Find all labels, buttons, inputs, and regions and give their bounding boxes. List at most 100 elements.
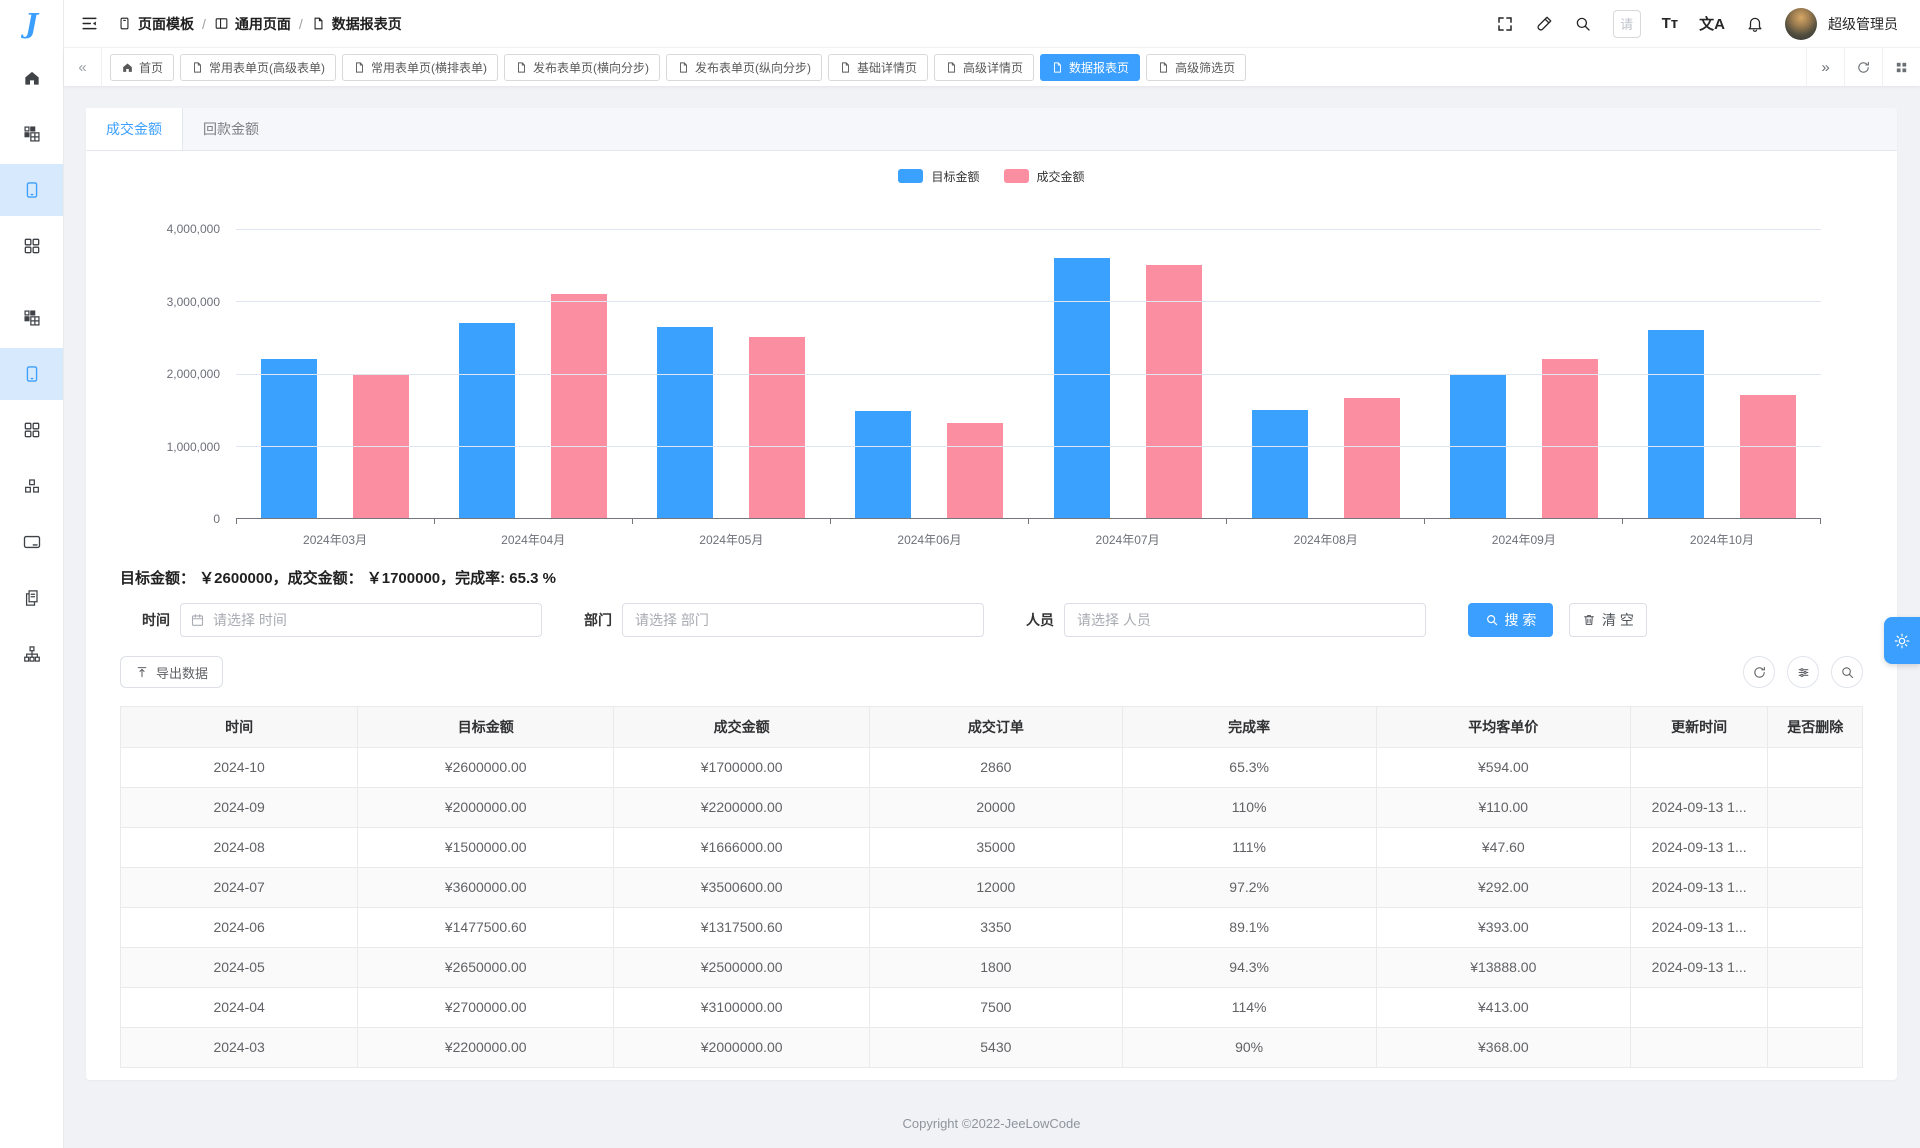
collapse-menu-icon[interactable]	[80, 14, 99, 33]
doc-icon	[839, 61, 852, 74]
time-field	[180, 603, 542, 637]
sidebar-item[interactable]	[0, 516, 63, 568]
tabs-scroll-left-icon[interactable]: «	[64, 48, 102, 86]
bar-chart: 4,000,000 3,000,000 2,000,000 1,000,000 0 20…	[167, 191, 1821, 547]
table-cell	[1767, 867, 1862, 908]
font-size-icon[interactable]: Tт	[1661, 15, 1679, 32]
table-cell: ¥3500600.00	[613, 867, 871, 908]
theme-brush-icon[interactable]	[1535, 15, 1553, 33]
table-header-cell: 目标金额	[357, 707, 615, 748]
page-tab-label: 高级筛选页	[1175, 60, 1236, 75]
apps-icon	[22, 420, 42, 440]
page-tab[interactable]: 首页	[110, 53, 175, 81]
header-actions: 请 Tт 文A 超级管理员	[1496, 7, 1898, 40]
sidebar-item[interactable]	[0, 572, 63, 624]
tab-deal-amount[interactable]: 成交金额	[86, 108, 183, 150]
legend-item[interactable]: 目标金额	[898, 167, 980, 185]
tab-payment-amount[interactable]: 回款金额	[203, 121, 259, 137]
sidebar-item[interactable]	[0, 348, 63, 400]
doc-icon	[191, 61, 204, 74]
time-input[interactable]	[180, 603, 542, 637]
bar-目标金额	[657, 326, 714, 518]
x-tick-label: 2024年07月	[1095, 533, 1160, 547]
person-input[interactable]	[1064, 603, 1426, 637]
doc-icon	[1157, 61, 1170, 74]
tabs-refresh-icon[interactable]	[1844, 48, 1882, 86]
table-cell: ¥292.00	[1376, 867, 1631, 908]
sidebar-item[interactable]	[0, 164, 63, 216]
bar-成交金额	[1145, 265, 1202, 518]
table-cell: 1800	[869, 947, 1123, 988]
sidebar-item[interactable]	[0, 220, 63, 272]
layout-icon	[214, 16, 229, 31]
table-cell	[1630, 1027, 1769, 1067]
table-cell: ¥368.00	[1376, 1027, 1631, 1067]
table-zoom-icon[interactable]	[1831, 656, 1863, 688]
table-columns-settings-icon[interactable]	[1787, 656, 1819, 688]
sidebar-item[interactable]	[0, 108, 63, 160]
page-tab[interactable]: 高级详情页	[934, 53, 1035, 81]
page-tab[interactable]: 常用表单页(横排表单)	[342, 53, 499, 81]
page-tab[interactable]: 发布表单页(横向分步)	[504, 53, 661, 81]
tabs-scroll-right-icon[interactable]: »	[1806, 48, 1844, 86]
table-cell: ¥2600000.00	[357, 747, 615, 788]
table-header-cell: 平均客单价	[1376, 707, 1631, 748]
breadcrumb-item-pages[interactable]: 通用页面	[214, 14, 291, 34]
table-cell: ¥594.00	[1376, 747, 1631, 788]
x-axis-ticks	[236, 519, 1821, 524]
watermark-toggle[interactable]: 请	[1612, 9, 1641, 38]
translate-icon[interactable]: 文A	[1699, 16, 1725, 33]
table-cell: 2024-08	[121, 827, 359, 868]
table-cell: 2024-10	[121, 747, 359, 788]
search-icon[interactable]	[1574, 15, 1592, 33]
y-tick-label: 3,000,000	[166, 294, 220, 309]
doc-icon	[311, 16, 326, 31]
sidebar: J	[0, 0, 64, 1148]
legend-label: 目标金额	[931, 169, 980, 184]
clear-button[interactable]: 清 空	[1569, 603, 1647, 637]
bar-成交金额	[1343, 397, 1400, 518]
table-cell: 111%	[1122, 827, 1377, 868]
x-tick-label: 2024年06月	[897, 533, 962, 547]
page-tab[interactable]: 常用表单页(高级表单)	[180, 53, 337, 81]
tabs-options-grid-icon[interactable]	[1882, 48, 1920, 86]
page-tab[interactable]: 基础详情页	[828, 53, 929, 81]
calendar-icon	[190, 613, 205, 628]
page-tab[interactable]: 数据报表页	[1040, 53, 1141, 81]
notifications-bell-icon[interactable]	[1746, 15, 1764, 33]
search-button[interactable]: 搜 索	[1468, 603, 1553, 637]
sidebar-item[interactable]	[0, 628, 63, 680]
app-logo[interactable]: J	[25, 8, 38, 40]
breadcrumb-item-current[interactable]: 数据报表页	[311, 14, 402, 34]
table-row: 2024-09 ¥2000000.00 ¥2200000.00 20000 110% ¥1…	[121, 787, 1862, 828]
table-cell: 3350	[869, 907, 1123, 948]
breadcrumb-item-template[interactable]: 页面模板	[117, 14, 194, 34]
fullscreen-icon[interactable]	[1496, 15, 1514, 33]
page-tab[interactable]: 高级筛选页	[1146, 53, 1247, 81]
department-label: 部门	[584, 612, 612, 628]
sidebar-item[interactable]	[0, 52, 63, 104]
table-cell: ¥3600000.00	[357, 867, 615, 908]
page-tab-label: 基础详情页	[857, 60, 918, 75]
sidebar-item[interactable]	[0, 292, 63, 344]
sidebar-item[interactable]	[0, 404, 63, 456]
person-label: 人员	[1026, 612, 1054, 628]
user-name[interactable]: 超级管理员	[1828, 15, 1898, 32]
sidebar-item[interactable]	[0, 460, 63, 512]
user-avatar[interactable]	[1785, 7, 1817, 40]
export-button-label: 导出数据	[156, 665, 209, 681]
department-input[interactable]	[622, 603, 984, 637]
table-header-cell: 更新时间	[1630, 707, 1769, 748]
card-icon	[22, 532, 42, 552]
settings-gear-button[interactable]	[1884, 617, 1920, 664]
table-cell: ¥2200000.00	[357, 1027, 615, 1067]
table-cell: ¥47.60	[1376, 827, 1631, 868]
page-tab[interactable]: 发布表单页(纵向分步)	[666, 53, 823, 81]
legend-item[interactable]: 成交金额	[1003, 167, 1085, 185]
table-refresh-icon[interactable]	[1743, 656, 1775, 688]
table-cell	[1768, 1027, 1862, 1067]
bar-group	[830, 229, 1028, 518]
export-data-button[interactable]: 导出数据	[120, 656, 224, 688]
clear-button-label: 清 空	[1602, 612, 1634, 628]
